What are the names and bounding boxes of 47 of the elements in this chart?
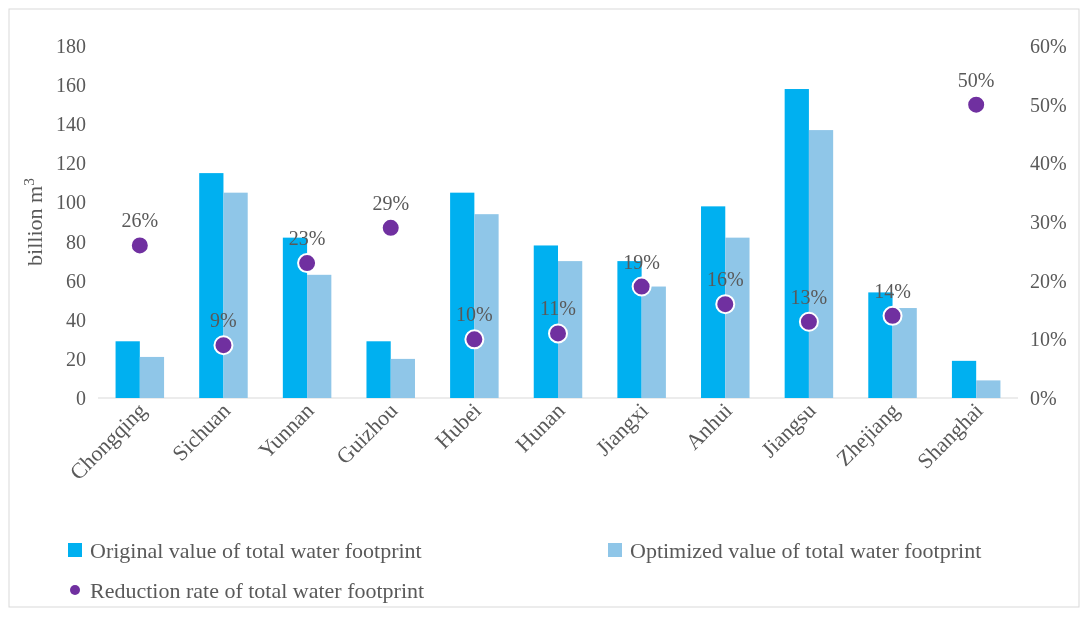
- y2-tick-label: 60%: [1030, 35, 1067, 57]
- data-label: 50%: [957, 68, 995, 91]
- bar: [892, 308, 917, 398]
- data-label: 14%: [874, 279, 911, 302]
- y2-tick-label: 10%: [1030, 328, 1067, 351]
- legend-label: Optimized value of total water footprint: [630, 537, 982, 563]
- point: [297, 253, 318, 274]
- y2-tick-label: 40%: [1030, 152, 1067, 175]
- point: [464, 329, 485, 350]
- bar: [115, 341, 140, 398]
- bar: [641, 286, 666, 398]
- y2-tick-label: 20%: [1030, 269, 1067, 292]
- data-label: 29%: [372, 191, 410, 214]
- point: [631, 276, 652, 297]
- bar: [976, 380, 1001, 398]
- point: [966, 94, 987, 115]
- point: [129, 235, 150, 256]
- legend-label: Reduction rate of total water footprint: [90, 577, 425, 603]
- point: [380, 217, 401, 238]
- data-label: 26%: [121, 209, 159, 232]
- y-tick-label: 160: [56, 74, 86, 97]
- y-tick-label: 20: [66, 347, 86, 370]
- point: [213, 335, 234, 356]
- data-label: 23%: [288, 227, 326, 250]
- point: [798, 311, 819, 332]
- point: [715, 294, 736, 315]
- data-label: 9%: [210, 309, 237, 332]
- bar: [390, 358, 415, 398]
- y-tick-label: 140: [56, 113, 86, 136]
- bar: [307, 274, 332, 398]
- y-tick-label: 60: [66, 269, 86, 292]
- y2-tick-label: 50%: [1030, 93, 1067, 116]
- bar: [366, 341, 391, 398]
- point: [548, 323, 568, 344]
- legend-label: Original value of total water footprint: [90, 537, 422, 563]
- y2-tick-label: 30%: [1030, 211, 1067, 233]
- data-label: 19%: [623, 250, 660, 273]
- y-tick-label: 80: [66, 230, 86, 253]
- y-tick-label: 40: [66, 308, 86, 331]
- y-tick-label: 0: [76, 387, 86, 409]
- y-tick-label: 180: [56, 35, 86, 57]
- bar: [951, 360, 977, 398]
- bar: [139, 356, 165, 398]
- y-tick-label: 120: [56, 152, 86, 175]
- point: [882, 305, 903, 326]
- y2-tick-label: 0%: [1030, 387, 1057, 409]
- y-tick-label: 100: [56, 191, 86, 214]
